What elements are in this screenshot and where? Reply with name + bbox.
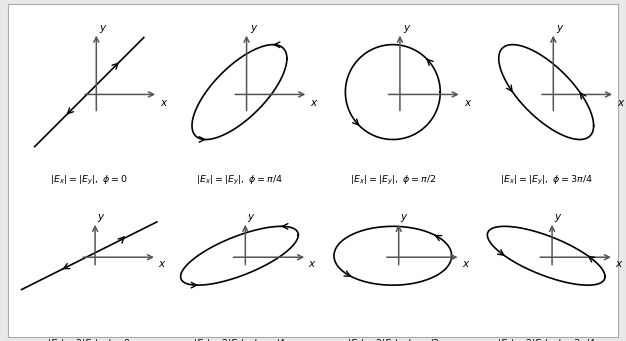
Text: x: x bbox=[617, 98, 623, 108]
Text: $|E_x|=2|E_y|,\ \phi = 3\pi/4$: $|E_x|=2|E_y|,\ \phi = 3\pi/4$ bbox=[496, 338, 596, 341]
Text: x: x bbox=[160, 98, 167, 108]
Text: y: y bbox=[557, 23, 563, 33]
Text: y: y bbox=[403, 23, 409, 33]
Text: x: x bbox=[309, 259, 315, 269]
Text: y: y bbox=[250, 23, 256, 33]
Text: $|E_x|=|E_y|,\ \phi = 3\pi/4$: $|E_x|=|E_y|,\ \phi = 3\pi/4$ bbox=[500, 174, 593, 188]
Text: $|E_x|=2|E_y|,\ \phi = 0$: $|E_x|=2|E_y|,\ \phi = 0$ bbox=[47, 338, 131, 341]
Text: x: x bbox=[310, 98, 317, 108]
Text: x: x bbox=[462, 259, 468, 269]
Text: $|E_x|=|E_y|,\ \phi = \pi/2$: $|E_x|=|E_y|,\ \phi = \pi/2$ bbox=[350, 174, 436, 188]
Text: $|E_x|=|E_y|,\ \phi = 0$: $|E_x|=|E_y|,\ \phi = 0$ bbox=[50, 174, 128, 188]
Text: $|E_x|=|E_y|,\ \phi = \pi/4$: $|E_x|=|E_y|,\ \phi = \pi/4$ bbox=[196, 174, 283, 188]
Text: y: y bbox=[97, 212, 103, 222]
Text: x: x bbox=[464, 98, 470, 108]
Text: $|E_x|=2|E_y|,\ \phi = \pi/2$: $|E_x|=2|E_y|,\ \phi = \pi/2$ bbox=[347, 338, 439, 341]
Text: y: y bbox=[247, 212, 254, 222]
Text: y: y bbox=[401, 212, 407, 222]
Text: x: x bbox=[158, 259, 165, 269]
Text: y: y bbox=[100, 23, 106, 33]
Text: $|E_x|=2|E_y|,\ \phi = \pi/4$: $|E_x|=2|E_y|,\ \phi = \pi/4$ bbox=[193, 338, 286, 341]
Text: y: y bbox=[554, 212, 560, 222]
Text: x: x bbox=[615, 259, 622, 269]
